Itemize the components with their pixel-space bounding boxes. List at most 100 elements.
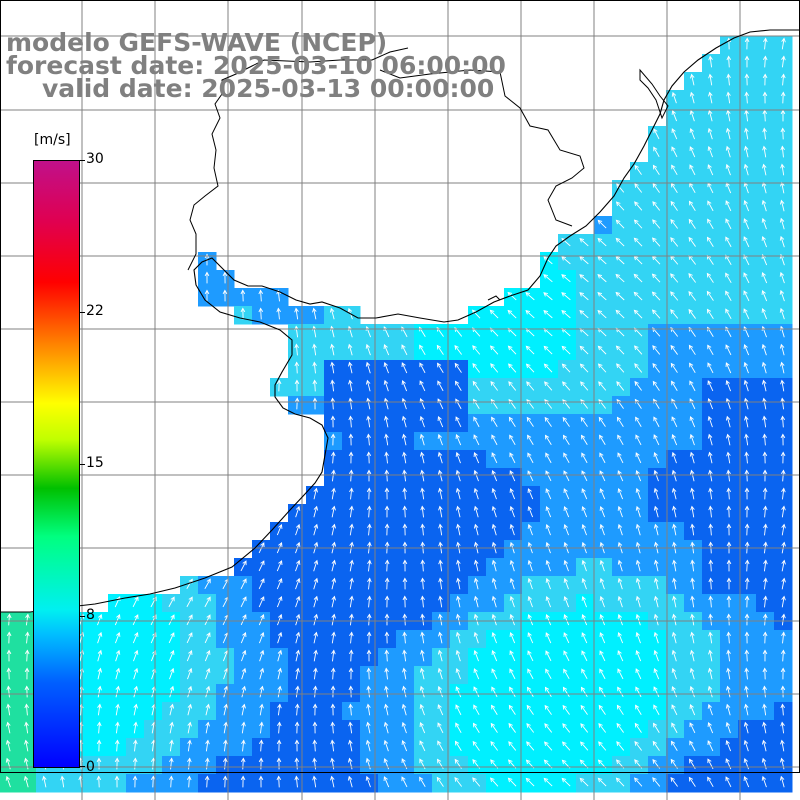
wind-arrow bbox=[670, 776, 678, 787]
wind-arrow bbox=[133, 649, 139, 662]
wind-arrow bbox=[294, 757, 300, 770]
wind-arrow bbox=[690, 559, 695, 572]
valid-date-label: valid date: 2025-03-13 00:00:00 bbox=[42, 74, 495, 103]
wind-arrow bbox=[744, 577, 750, 590]
colorbar bbox=[33, 160, 80, 768]
wind-arrow bbox=[635, 650, 642, 662]
wind-arrow bbox=[635, 452, 642, 464]
wind-arrow bbox=[114, 614, 121, 626]
wind-arrow bbox=[313, 649, 318, 662]
wind-arrow bbox=[690, 631, 695, 644]
wind-arrow bbox=[420, 613, 425, 626]
colorbar-tick-22: 22 bbox=[86, 303, 104, 319]
wind-arrow bbox=[96, 775, 102, 788]
wind-arrow bbox=[617, 668, 624, 680]
wind-arrow bbox=[688, 272, 697, 283]
wind-arrow bbox=[581, 668, 588, 680]
wind-arrow bbox=[580, 704, 588, 715]
wind-arrow bbox=[689, 740, 696, 752]
wind-arrow bbox=[331, 577, 337, 590]
wind-arrow bbox=[294, 379, 300, 392]
wind-arrow bbox=[294, 721, 300, 734]
wind-arrow bbox=[114, 739, 120, 752]
wind-arrow bbox=[761, 739, 767, 752]
wind-arrow bbox=[455, 631, 461, 644]
wind-arrow bbox=[330, 397, 336, 410]
wind-arrow bbox=[744, 523, 750, 536]
wind-arrow bbox=[653, 469, 659, 482]
wind-arrow bbox=[781, 523, 786, 536]
wind-arrow bbox=[779, 235, 785, 248]
wind-arrow bbox=[616, 722, 624, 733]
wind-arrow bbox=[455, 667, 461, 680]
wind-arrow bbox=[690, 613, 695, 626]
wind-arrow bbox=[331, 595, 336, 608]
wind-arrow bbox=[726, 469, 731, 482]
wind-arrow bbox=[349, 487, 354, 500]
wind-arrow bbox=[744, 505, 750, 518]
wind-arrow bbox=[762, 55, 768, 68]
wind-arrow bbox=[672, 595, 677, 608]
wind-arrow bbox=[708, 577, 714, 590]
wind-arrow bbox=[726, 487, 732, 500]
wind-arrow bbox=[240, 307, 246, 320]
wind-arrow bbox=[763, 577, 768, 590]
wind-arrow bbox=[187, 703, 193, 716]
wind-arrow bbox=[455, 505, 461, 518]
wind-arrow bbox=[761, 217, 767, 230]
wind-arrow bbox=[617, 523, 623, 536]
wind-arrow bbox=[454, 740, 462, 751]
wind-arrow bbox=[383, 776, 390, 788]
wind-arrow bbox=[780, 379, 785, 392]
wind-arrow bbox=[419, 362, 426, 374]
wind-arrow bbox=[187, 685, 193, 698]
wind-arrow bbox=[688, 290, 697, 301]
wind-arrow bbox=[581, 559, 587, 572]
wind-arrow bbox=[689, 91, 695, 104]
wind-arrow bbox=[366, 487, 372, 500]
wind-arrow bbox=[744, 649, 750, 662]
wind-arrow bbox=[671, 164, 678, 176]
wind-arrow bbox=[616, 183, 625, 193]
wind-arrow bbox=[635, 523, 641, 536]
wind-arrow bbox=[313, 595, 319, 608]
wind-arrow bbox=[473, 686, 480, 698]
wind-arrow bbox=[579, 256, 589, 265]
wind-arrow bbox=[543, 345, 553, 355]
wind-arrow bbox=[545, 523, 551, 536]
wind-arrow bbox=[454, 362, 462, 373]
wind-arrow bbox=[240, 596, 247, 608]
wind-arrow bbox=[780, 685, 786, 698]
wind-arrow bbox=[258, 307, 264, 320]
wind-arrow bbox=[689, 380, 696, 392]
wind-arrow bbox=[115, 685, 120, 698]
wind-arrow bbox=[581, 577, 587, 590]
wind-arrow bbox=[672, 577, 677, 590]
wind-arrow bbox=[599, 470, 606, 482]
colorbar-tickmark bbox=[79, 312, 85, 313]
wind-arrow bbox=[707, 380, 714, 392]
wind-arrow bbox=[708, 487, 713, 500]
wind-arrow bbox=[419, 667, 425, 680]
wind-arrow bbox=[652, 164, 660, 175]
wind-arrow bbox=[780, 127, 786, 140]
wind-arrow bbox=[525, 309, 535, 319]
wind-arrow bbox=[707, 127, 713, 140]
wind-arrow bbox=[763, 559, 768, 572]
wind-arrow bbox=[347, 343, 353, 356]
wind-arrow bbox=[527, 488, 534, 500]
wind-arrow bbox=[707, 218, 714, 230]
wind-arrow bbox=[652, 362, 660, 373]
wind-arrow bbox=[313, 523, 319, 536]
wind-arrow bbox=[725, 218, 732, 230]
wind-arrow bbox=[169, 739, 174, 752]
wind-arrow bbox=[331, 649, 336, 662]
wind-arrow bbox=[169, 757, 174, 770]
wind-arrow bbox=[420, 523, 425, 536]
wind-arrow bbox=[707, 362, 714, 374]
wind-arrow bbox=[330, 343, 335, 356]
wind-arrow bbox=[544, 741, 553, 751]
wind-arrow bbox=[509, 595, 515, 608]
wind-arrow bbox=[707, 703, 713, 716]
